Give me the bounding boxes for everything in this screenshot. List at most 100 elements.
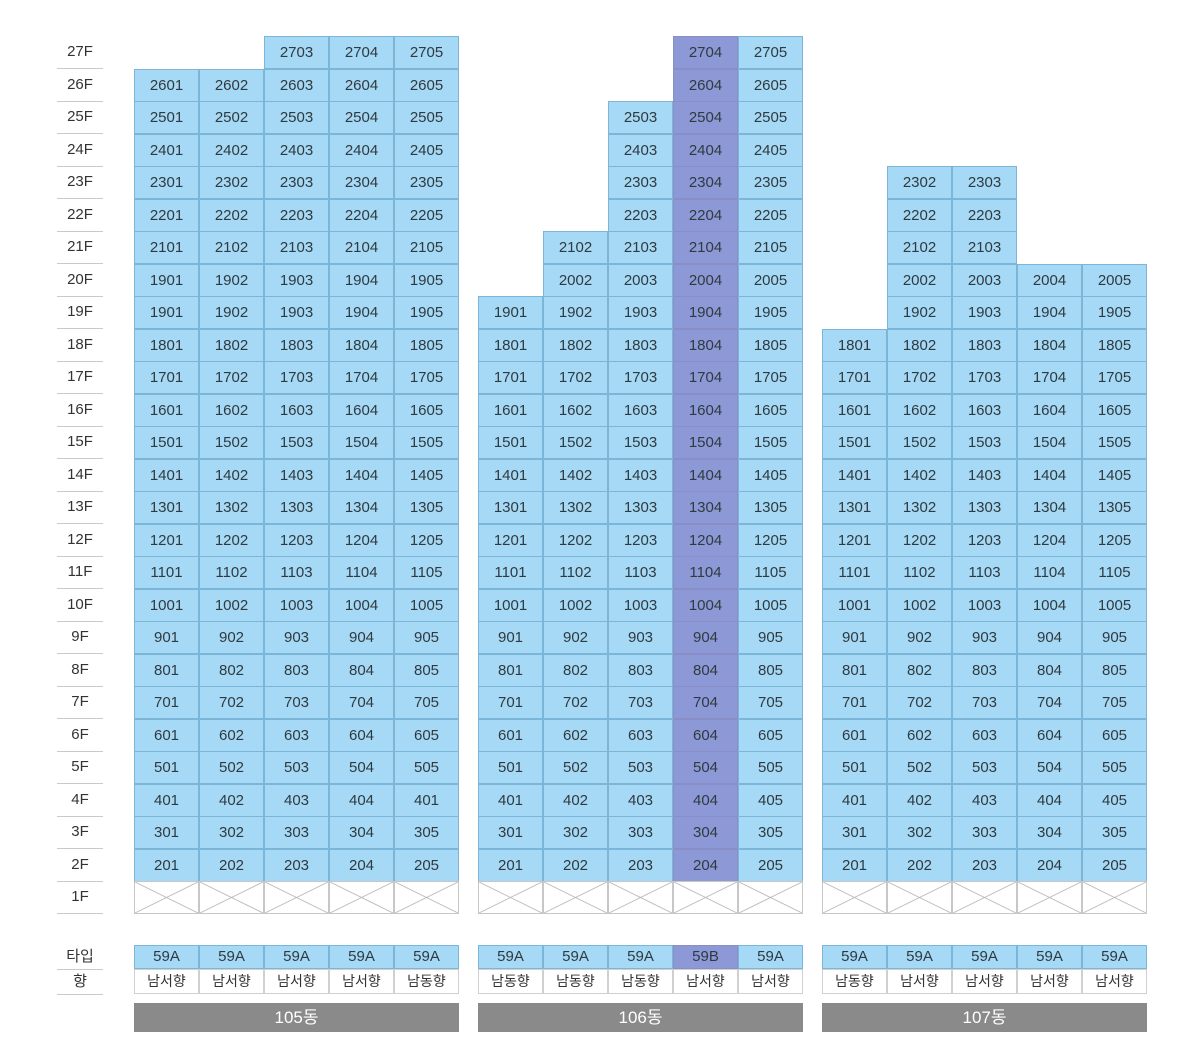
unit-cell: 1603	[952, 393, 1017, 427]
building-label: 107동	[822, 1003, 1147, 1032]
unit-cell: 2704	[673, 36, 738, 69]
unit-cell: 604	[1017, 718, 1082, 752]
unit-cell: 1703	[952, 361, 1017, 394]
unit-cell: 1405	[394, 458, 459, 492]
unit-cell: 1005	[394, 588, 459, 622]
unit-cell: 1302	[199, 491, 264, 524]
unit-cell: 602	[887, 718, 952, 752]
unit-cell: 1905	[394, 296, 459, 329]
unit-cell: 205	[1082, 848, 1147, 882]
unit-type-cell: 59A	[199, 945, 264, 969]
unit-cell: 1802	[199, 328, 264, 362]
unit-cell: 2705	[394, 36, 459, 69]
unit-cell: 401	[134, 783, 199, 817]
unit-cell: 1203	[952, 523, 1017, 557]
unit-cell: 905	[738, 621, 803, 654]
unit-cell: 1104	[329, 556, 394, 589]
unit-cell: 2504	[673, 101, 738, 134]
unit-cell: 304	[1017, 816, 1082, 849]
unit-cell: 804	[329, 653, 394, 687]
unit-cell: 2203	[608, 198, 673, 232]
piloti-cell	[329, 881, 394, 914]
unit-cell: 1603	[608, 393, 673, 427]
unit-cell: 705	[394, 686, 459, 719]
unit-cell: 1705	[1082, 361, 1147, 394]
unit-cell: 1802	[887, 328, 952, 362]
unit-cell: 1302	[887, 491, 952, 524]
unit-cell: 1504	[329, 426, 394, 459]
unit-cell: 1102	[199, 556, 264, 589]
unit-cell: 1301	[134, 491, 199, 524]
piloti-cell	[1017, 881, 1082, 914]
unit-cell: 2605	[738, 68, 803, 102]
unit-cell: 1004	[1017, 588, 1082, 622]
unit-cell: 1505	[1082, 426, 1147, 459]
unit-cell: 1701	[478, 361, 543, 394]
unit-cell: 1703	[608, 361, 673, 394]
unit-cell: 203	[608, 848, 673, 882]
unit-cell: 1003	[952, 588, 1017, 622]
unit-cell: 1502	[199, 426, 264, 459]
unit-cell: 2403	[264, 133, 329, 167]
unit-cell: 1403	[952, 458, 1017, 492]
floor-label: 25F	[57, 101, 103, 134]
unit-cell: 1804	[673, 328, 738, 362]
piloti-cell	[673, 881, 738, 914]
unit-cell: 602	[543, 718, 608, 752]
floor-label: 13F	[57, 491, 103, 524]
unit-cell: 705	[1082, 686, 1147, 719]
unit-cell: 1504	[673, 426, 738, 459]
unit-cell: 1103	[608, 556, 673, 589]
unit-cell: 402	[887, 783, 952, 817]
unit-cell: 2303	[264, 166, 329, 199]
unit-cell: 1803	[264, 328, 329, 362]
unit-cell: 702	[199, 686, 264, 719]
unit-cell: 505	[738, 751, 803, 784]
unit-cell: 705	[738, 686, 803, 719]
unit-cell: 805	[394, 653, 459, 687]
unit-cell: 702	[887, 686, 952, 719]
unit-cell: 704	[329, 686, 394, 719]
unit-cell: 1503	[608, 426, 673, 459]
unit-cell: 1403	[264, 458, 329, 492]
unit-type-cell: 59A	[394, 945, 459, 969]
unit-type-cell: 59A	[738, 945, 803, 969]
unit-cell: 1202	[199, 523, 264, 557]
unit-cell: 2205	[394, 198, 459, 232]
unit-cell: 2504	[329, 101, 394, 134]
unit-cell: 2104	[673, 231, 738, 264]
unit-cell: 1603	[264, 393, 329, 427]
unit-cell: 1601	[134, 393, 199, 427]
unit-cell: 1501	[478, 426, 543, 459]
unit-cell: 2301	[134, 166, 199, 199]
unit-cell: 1401	[134, 458, 199, 492]
unit-cell: 1604	[673, 393, 738, 427]
unit-cell: 901	[134, 621, 199, 654]
unit-cell: 701	[478, 686, 543, 719]
piloti-cell	[478, 881, 543, 914]
unit-cell: 304	[329, 816, 394, 849]
unit-cell: 1601	[822, 393, 887, 427]
unit-cell: 1105	[1082, 556, 1147, 589]
unit-cell: 503	[264, 751, 329, 784]
unit-cell: 802	[199, 653, 264, 687]
unit-cell: 1902	[199, 263, 264, 297]
unit-cell: 2102	[543, 231, 608, 264]
unit-cell: 803	[608, 653, 673, 687]
unit-cell: 501	[478, 751, 543, 784]
unit-cell: 1101	[822, 556, 887, 589]
unit-cell: 1301	[822, 491, 887, 524]
unit-cell: 701	[134, 686, 199, 719]
unit-cell: 801	[478, 653, 543, 687]
unit-cell: 402	[543, 783, 608, 817]
unit-cell: 302	[887, 816, 952, 849]
unit-cell: 801	[822, 653, 887, 687]
unit-cell: 301	[478, 816, 543, 849]
unit-cell: 503	[952, 751, 1017, 784]
unit-cell: 2104	[329, 231, 394, 264]
unit-cell: 1405	[738, 458, 803, 492]
piloti-cell	[952, 881, 1017, 914]
unit-cell: 1801	[822, 328, 887, 362]
unit-cell: 2502	[199, 101, 264, 134]
unit-cell: 904	[673, 621, 738, 654]
